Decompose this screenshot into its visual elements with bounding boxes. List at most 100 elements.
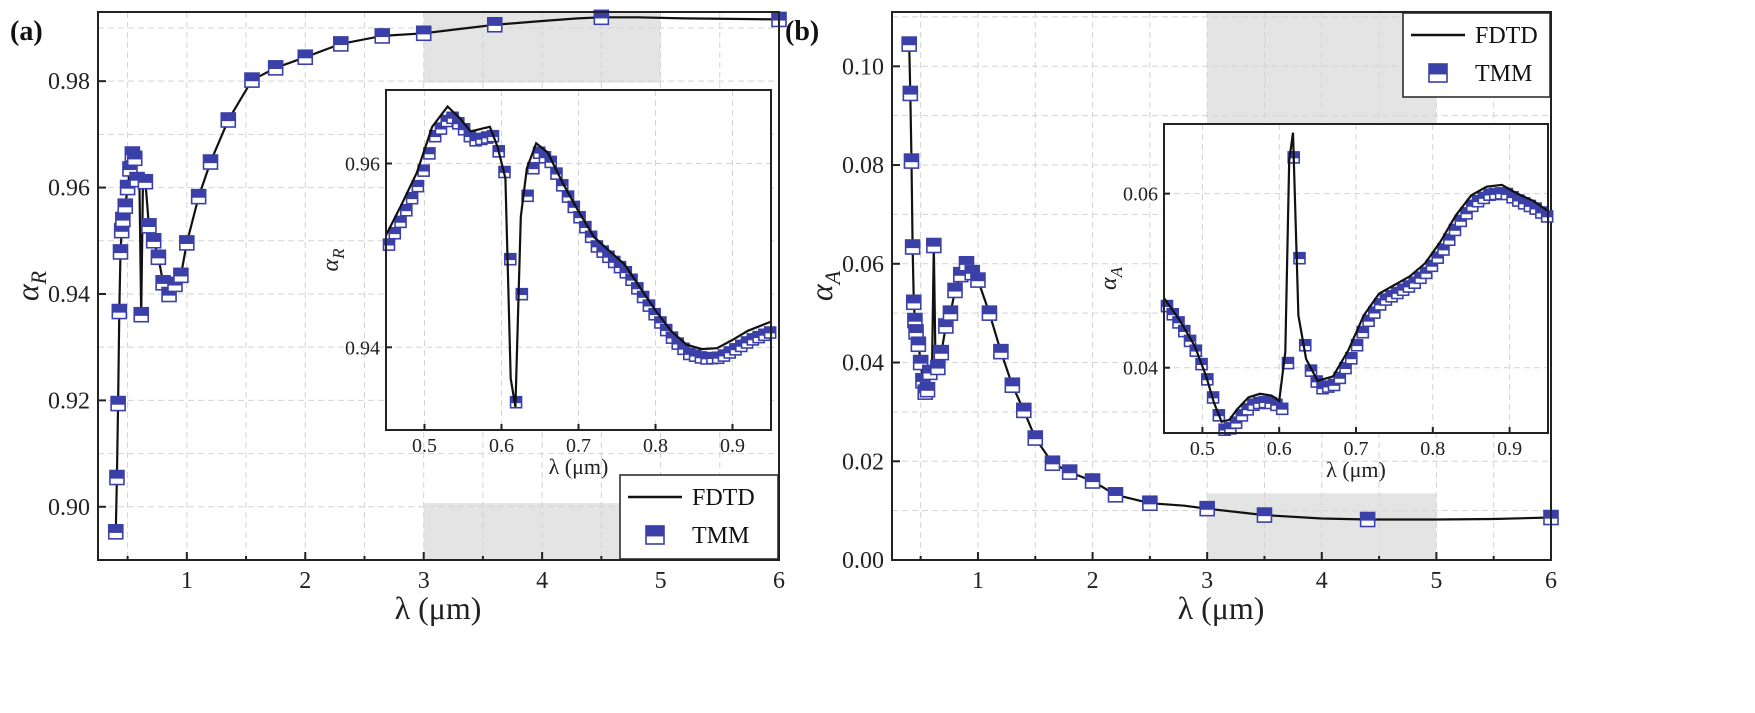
inset-tmm-marker-a-2: [394, 215, 407, 229]
tmm-marker-a-2: [110, 395, 126, 412]
legend-a: FDTD TMM: [619, 474, 779, 560]
tmm-marker-b-4: [905, 294, 922, 311]
tmm-marker-a-11: [126, 150, 143, 167]
legend-b: FDTD TMM: [1402, 12, 1551, 98]
tmm-marker-b-23: [981, 305, 998, 321]
inset-x-tick-label-a-2: 0.7: [566, 435, 591, 457]
tmm-marker-b-16: [938, 318, 954, 334]
tmm-marker-b-15: [933, 344, 950, 361]
y-tick-label-a-3: 0.96: [48, 176, 90, 202]
y-tick-label-b-4: 0.08: [842, 153, 884, 179]
inset-frame-b: [1163, 123, 1549, 434]
y-tick-label-b-2: 0.04: [842, 351, 884, 377]
x-axis-label-a: λ (μm): [395, 590, 482, 626]
legend-tmm-swatch-a: [645, 525, 665, 545]
tmm-marker-a-6: [115, 211, 131, 228]
inset-tmm-marker-b-32: [1345, 352, 1358, 365]
ticks-b: 1 2 3 4 5 6 0.00 0.02 0.04 0.06 0.08 0.10: [842, 54, 1557, 594]
y-tick-label-b-0: 0.00: [842, 548, 884, 574]
inset-x-tick-label-b-2: 0.7: [1344, 438, 1369, 460]
tmm-marker-a-23: [190, 188, 207, 205]
y-tick-label-a-4: 0.98: [48, 69, 90, 95]
x-tick-label-b-1: 2: [1087, 568, 1099, 594]
tmm-marker-b-34: [1256, 507, 1273, 523]
shaded-region-b: [1207, 12, 1437, 560]
tmm-marker-b-13: [926, 237, 942, 254]
x-tick-label-a-0: 1: [181, 568, 193, 594]
inset-x-tick-label-b-4: 0.9: [1497, 438, 1522, 460]
tmm-marker-b-35: [1359, 511, 1376, 528]
inset-fdtd-line-b: [1163, 132, 1549, 423]
tmm-marker-b-14: [930, 359, 946, 376]
shade-band-b-0: [1207, 12, 1437, 129]
inset-tmm-marker-a-23: [515, 287, 529, 301]
inset-tmm-marker-b-20: [1275, 402, 1289, 416]
tmm-marker-b-11: [919, 381, 936, 398]
inset-plot-a: [382, 111, 777, 409]
legend-tmm-swatch-b: [1428, 63, 1448, 83]
inset-x-tick-label-a-3: 0.8: [643, 435, 668, 457]
tmm-marker-b-30: [1084, 473, 1101, 489]
inset-fdtd-line-a: [385, 104, 772, 408]
x-tick-label-b-2: 3: [1201, 568, 1213, 594]
tmm-marker-b-32: [1142, 495, 1158, 512]
y-tick-label-b-5: 0.10: [842, 54, 884, 80]
tmm-marker-a-27: [267, 60, 284, 76]
tmm-marker-a-4: [112, 244, 129, 260]
inset-x-tick-label-a-0: 0.5: [412, 435, 437, 457]
inset-y-label-b: αA: [1096, 266, 1126, 290]
panel-label-b: (b): [785, 16, 819, 47]
y-tick-label-a-0: 0.90: [48, 495, 90, 521]
inset-y-tick-label-a-1: 0.96: [345, 154, 380, 176]
legend-fdtd-label-a: FDTD: [692, 485, 755, 511]
y-tick-label-b-1: 0.02: [842, 449, 884, 475]
y-tick-label-a-2: 0.94: [48, 282, 90, 308]
axes-frame-a: [97, 11, 780, 561]
panel-b: 1 2 3 4 5 6 0.00 0.02 0.04 0.06 0.08 0.10 (b) λ (μm…: [785, 11, 1559, 626]
tmm-marker-a-14: [137, 173, 154, 190]
tmm-marker-b-7: [910, 336, 927, 353]
legend-tmm-label-a: TMM: [692, 523, 749, 549]
inset-y-tick-label-a-0: 0.94: [345, 337, 380, 359]
y-tick-label-a-1: 0.92: [48, 388, 90, 414]
plot-b: [901, 36, 1559, 528]
tmm-marker-b-22: [970, 272, 986, 288]
tmm-marker-a-29: [332, 36, 349, 52]
tmm-marker-b-27: [1027, 430, 1044, 446]
inset-tmm-marker-b-23: [1293, 251, 1306, 265]
tmm-marker-b-17: [942, 305, 959, 321]
x-axis-label-b: λ (μm): [1178, 590, 1265, 626]
tmm-marker-a-15: [141, 218, 157, 234]
tmm-marker-a-0: [107, 524, 124, 540]
inset-x-tick-label-a-4: 0.9: [720, 435, 745, 457]
x-tick-label-a-3: 4: [536, 568, 548, 594]
tmm-marker-a-33: [593, 9, 610, 26]
tmm-marker-a-1: [109, 469, 125, 486]
tmm-marker-a-21: [173, 267, 189, 284]
tmm-marker-a-30: [374, 28, 391, 44]
tmm-marker-a-25: [220, 112, 237, 128]
tmm-marker-a-26: [244, 72, 260, 88]
tmm-marker-b-1: [902, 85, 919, 102]
tmm-marker-a-16: [145, 232, 162, 249]
y-axis-label-a: αR: [9, 270, 51, 301]
x-tick-label-a-1: 2: [299, 568, 311, 594]
inset-tmm-marker-a-3: [400, 203, 413, 217]
inset-x-label-a: λ (μm): [549, 454, 609, 479]
x-tick-label-b-4: 5: [1430, 568, 1442, 594]
tmm-marker-a-22: [179, 235, 195, 251]
tmm-marker-a-31: [415, 25, 432, 42]
y-axis-label-b: αA: [803, 270, 845, 301]
x-tick-label-a-2: 3: [418, 568, 430, 594]
tmm-marker-b-0: [901, 36, 917, 52]
tmm-marker-b-31: [1107, 487, 1124, 503]
tmm-marker-a-32: [486, 16, 503, 33]
inset-x-tick-label-b-0: 0.5: [1190, 438, 1215, 460]
inset-tmm-marker-a-5: [411, 179, 425, 193]
tmm-marker-b-33: [1199, 500, 1215, 517]
x-tick-label-b-0: 1: [972, 568, 984, 594]
legend-box-b: [1402, 12, 1551, 98]
tmm-marker-a-17: [150, 249, 167, 266]
tmm-marker-b-28: [1044, 455, 1061, 472]
